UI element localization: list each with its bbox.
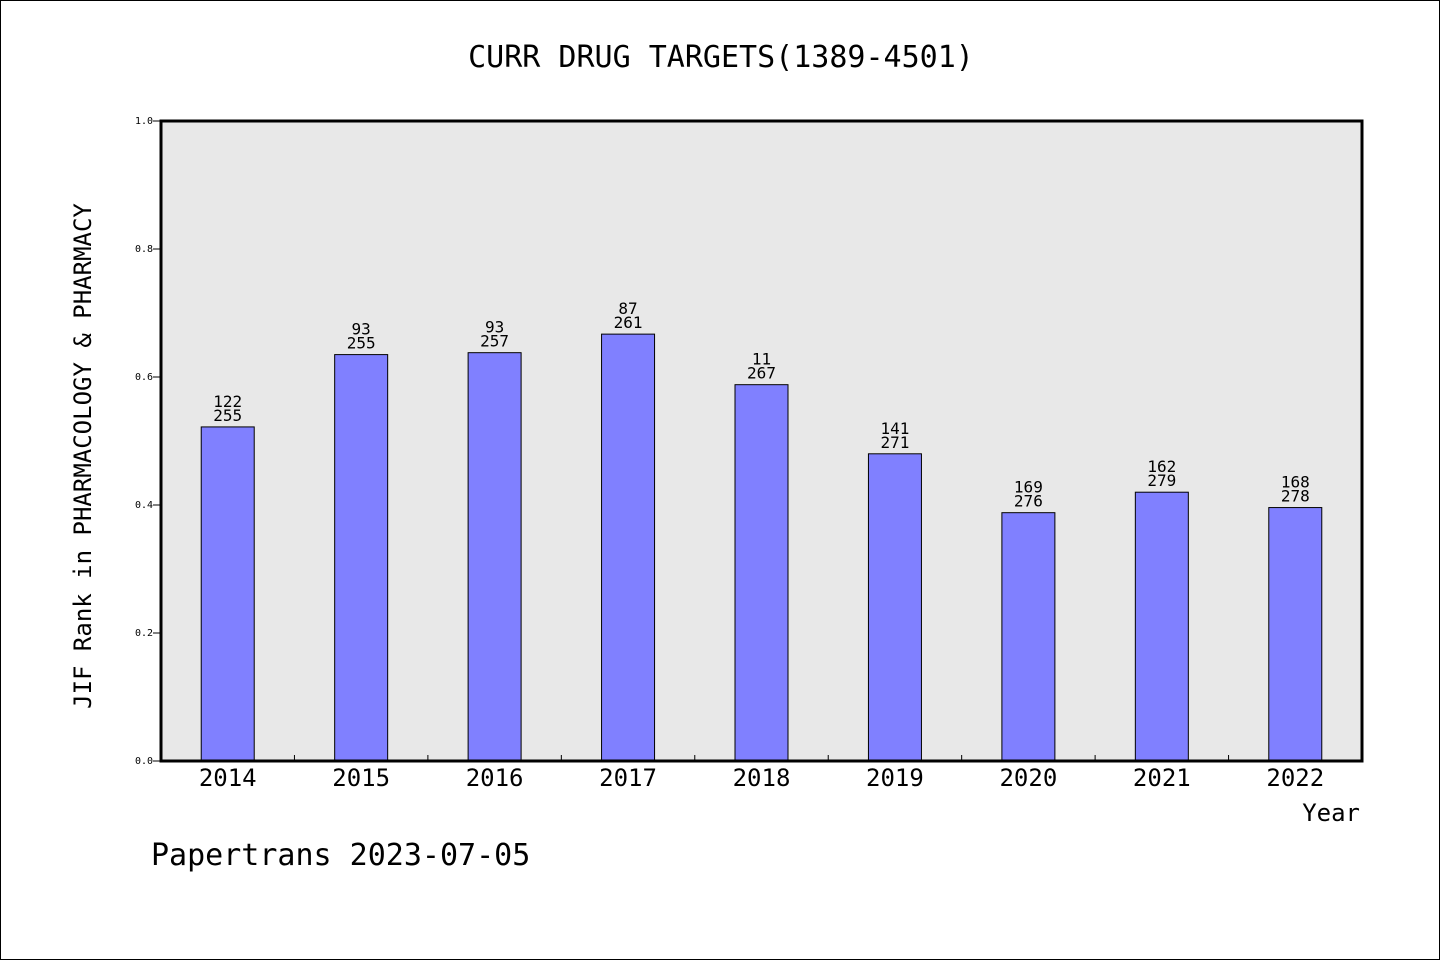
y-axis: 0.0 0.2 0.4 0.6 0.8 1.0	[135, 116, 161, 767]
footer-text: Papertrans 2023-07-05	[151, 838, 530, 873]
data-label-top: 87	[618, 299, 637, 318]
y-tick-label: 0.4	[135, 500, 153, 511]
chart-title: CURR DRUG TARGETS(1389-4501)	[468, 40, 974, 75]
bar-2016	[467, 352, 522, 762]
data-label-top: 141	[880, 419, 909, 438]
x-tick-label: 2014	[199, 764, 257, 792]
y-tick-label: 0.6	[135, 372, 153, 383]
x-axis-label: Year	[1302, 799, 1360, 827]
x-axis: 2014 2015 2016 2017 2018 2019 2020 2021 2022	[199, 755, 1324, 792]
bar-2014	[200, 426, 255, 762]
x-tick-label: 2016	[466, 764, 524, 792]
x-tick-label: 2022	[1266, 764, 1324, 792]
data-labels: 1222559325593257872611126714127116927616…	[213, 299, 1309, 511]
data-label-top: 93	[485, 318, 504, 337]
data-label-top: 169	[1014, 478, 1043, 497]
data-label-bottom: 279	[1147, 471, 1176, 490]
bars	[200, 333, 1323, 762]
bar-2022	[1268, 507, 1323, 762]
x-tick-label: 2017	[599, 764, 657, 792]
data-label-bottom: 278	[1281, 487, 1310, 506]
y-tick-label: 0.8	[135, 244, 153, 255]
data-label-bottom: 261	[614, 313, 643, 332]
bar-2019	[867, 453, 922, 762]
data-label-top: 162	[1147, 457, 1176, 476]
plot-border	[159, 119, 1364, 763]
data-label-top: 11	[752, 350, 771, 369]
bar-2017	[601, 333, 656, 762]
data-label-top: 168	[1281, 473, 1310, 492]
bar-2015	[334, 354, 389, 762]
bar-2021	[1134, 491, 1189, 762]
data-label-bottom: 255	[347, 334, 376, 353]
data-label-bottom: 267	[747, 364, 776, 383]
x-tick-label: 2015	[332, 764, 390, 792]
bar-2018	[734, 384, 789, 762]
data-label-bottom: 271	[880, 433, 909, 452]
y-tick-label: 1.0	[135, 116, 153, 127]
data-label-bottom: 255	[213, 406, 242, 425]
data-label-bottom: 257	[480, 332, 509, 351]
data-label-top: 93	[352, 320, 371, 339]
x-tick-label: 2018	[733, 764, 791, 792]
x-tick-label: 2019	[866, 764, 924, 792]
y-tick-label: 0.0	[135, 756, 153, 767]
bar-2020	[1001, 512, 1056, 762]
y-tick-label: 0.2	[135, 628, 153, 639]
x-tick-label: 2021	[1133, 764, 1191, 792]
data-label-bottom: 276	[1014, 492, 1043, 511]
x-tick-label: 2020	[999, 764, 1057, 792]
y-axis-label: JIF Rank in PHARMACOLOGY & PHARMACY	[69, 203, 97, 709]
data-label-top: 122	[213, 392, 242, 411]
